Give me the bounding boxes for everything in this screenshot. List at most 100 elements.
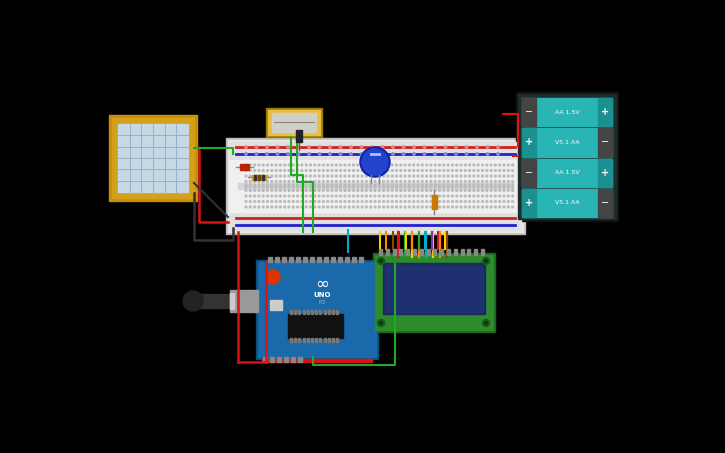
Bar [315, 310, 318, 314]
Circle shape [245, 169, 247, 171]
Circle shape [417, 164, 419, 166]
Circle shape [473, 186, 475, 188]
Circle shape [452, 201, 453, 202]
Circle shape [288, 206, 290, 208]
Circle shape [494, 186, 497, 188]
Circle shape [283, 184, 286, 186]
Bar [296, 257, 300, 262]
Circle shape [512, 195, 513, 197]
Circle shape [490, 181, 492, 183]
Bar [522, 128, 536, 156]
Circle shape [503, 186, 505, 188]
Bar [294, 310, 297, 314]
Text: +: + [601, 168, 609, 178]
Circle shape [323, 195, 324, 197]
Circle shape [249, 175, 251, 177]
Circle shape [383, 190, 384, 192]
Circle shape [486, 184, 488, 186]
Circle shape [254, 169, 255, 171]
Bar [328, 310, 330, 314]
Circle shape [503, 206, 505, 208]
Circle shape [507, 201, 509, 202]
Bar [481, 249, 484, 255]
Circle shape [379, 260, 383, 262]
Circle shape [507, 175, 509, 177]
Circle shape [288, 164, 290, 166]
Circle shape [344, 201, 346, 202]
Circle shape [348, 175, 350, 177]
Circle shape [276, 164, 277, 166]
Circle shape [288, 169, 290, 171]
Circle shape [310, 184, 312, 186]
Circle shape [292, 186, 294, 188]
Bar [268, 110, 320, 135]
Bar [323, 310, 326, 314]
Text: AA 1.5V: AA 1.5V [555, 170, 579, 175]
Circle shape [484, 260, 487, 262]
Circle shape [370, 175, 372, 177]
Circle shape [336, 190, 337, 192]
Circle shape [365, 195, 368, 197]
Circle shape [365, 175, 368, 177]
Circle shape [357, 181, 359, 183]
Circle shape [336, 201, 337, 202]
Circle shape [400, 169, 402, 171]
Circle shape [365, 164, 368, 166]
Circle shape [266, 146, 268, 148]
Circle shape [331, 169, 333, 171]
Bar [399, 249, 402, 255]
Circle shape [503, 181, 505, 183]
Circle shape [481, 181, 484, 183]
Circle shape [365, 190, 368, 192]
Circle shape [370, 169, 372, 171]
Bar [474, 249, 477, 255]
Circle shape [408, 184, 410, 186]
Circle shape [378, 169, 380, 171]
Bar [252, 175, 266, 180]
Bar [383, 263, 485, 314]
Circle shape [267, 201, 268, 202]
Circle shape [426, 175, 428, 177]
Circle shape [417, 201, 419, 202]
Bar [345, 257, 349, 262]
Bar [434, 249, 436, 255]
Circle shape [370, 164, 372, 166]
Bar [294, 338, 297, 342]
Circle shape [490, 190, 492, 192]
Circle shape [473, 181, 475, 183]
Circle shape [400, 175, 402, 177]
Circle shape [387, 169, 389, 171]
Circle shape [477, 164, 479, 166]
Circle shape [374, 181, 376, 183]
Circle shape [455, 153, 457, 155]
Circle shape [361, 169, 363, 171]
Circle shape [417, 190, 419, 192]
Bar [112, 118, 194, 198]
Bar [266, 108, 322, 137]
Circle shape [297, 175, 299, 177]
Circle shape [378, 186, 380, 188]
Circle shape [378, 206, 380, 208]
Circle shape [258, 184, 260, 186]
Circle shape [383, 195, 384, 197]
Circle shape [452, 186, 453, 188]
Circle shape [262, 164, 264, 166]
Circle shape [318, 181, 320, 183]
Circle shape [499, 181, 500, 183]
Circle shape [276, 186, 277, 188]
Circle shape [387, 201, 389, 202]
Circle shape [503, 169, 505, 171]
Circle shape [310, 186, 312, 188]
Circle shape [477, 184, 479, 186]
Circle shape [421, 169, 423, 171]
Text: +: + [525, 137, 533, 147]
Circle shape [486, 146, 489, 148]
Circle shape [288, 184, 290, 186]
Circle shape [379, 322, 383, 324]
Circle shape [490, 164, 492, 166]
Bar [258, 175, 260, 180]
Circle shape [361, 181, 363, 183]
Circle shape [276, 184, 277, 186]
Circle shape [352, 164, 355, 166]
Bar [299, 310, 300, 314]
